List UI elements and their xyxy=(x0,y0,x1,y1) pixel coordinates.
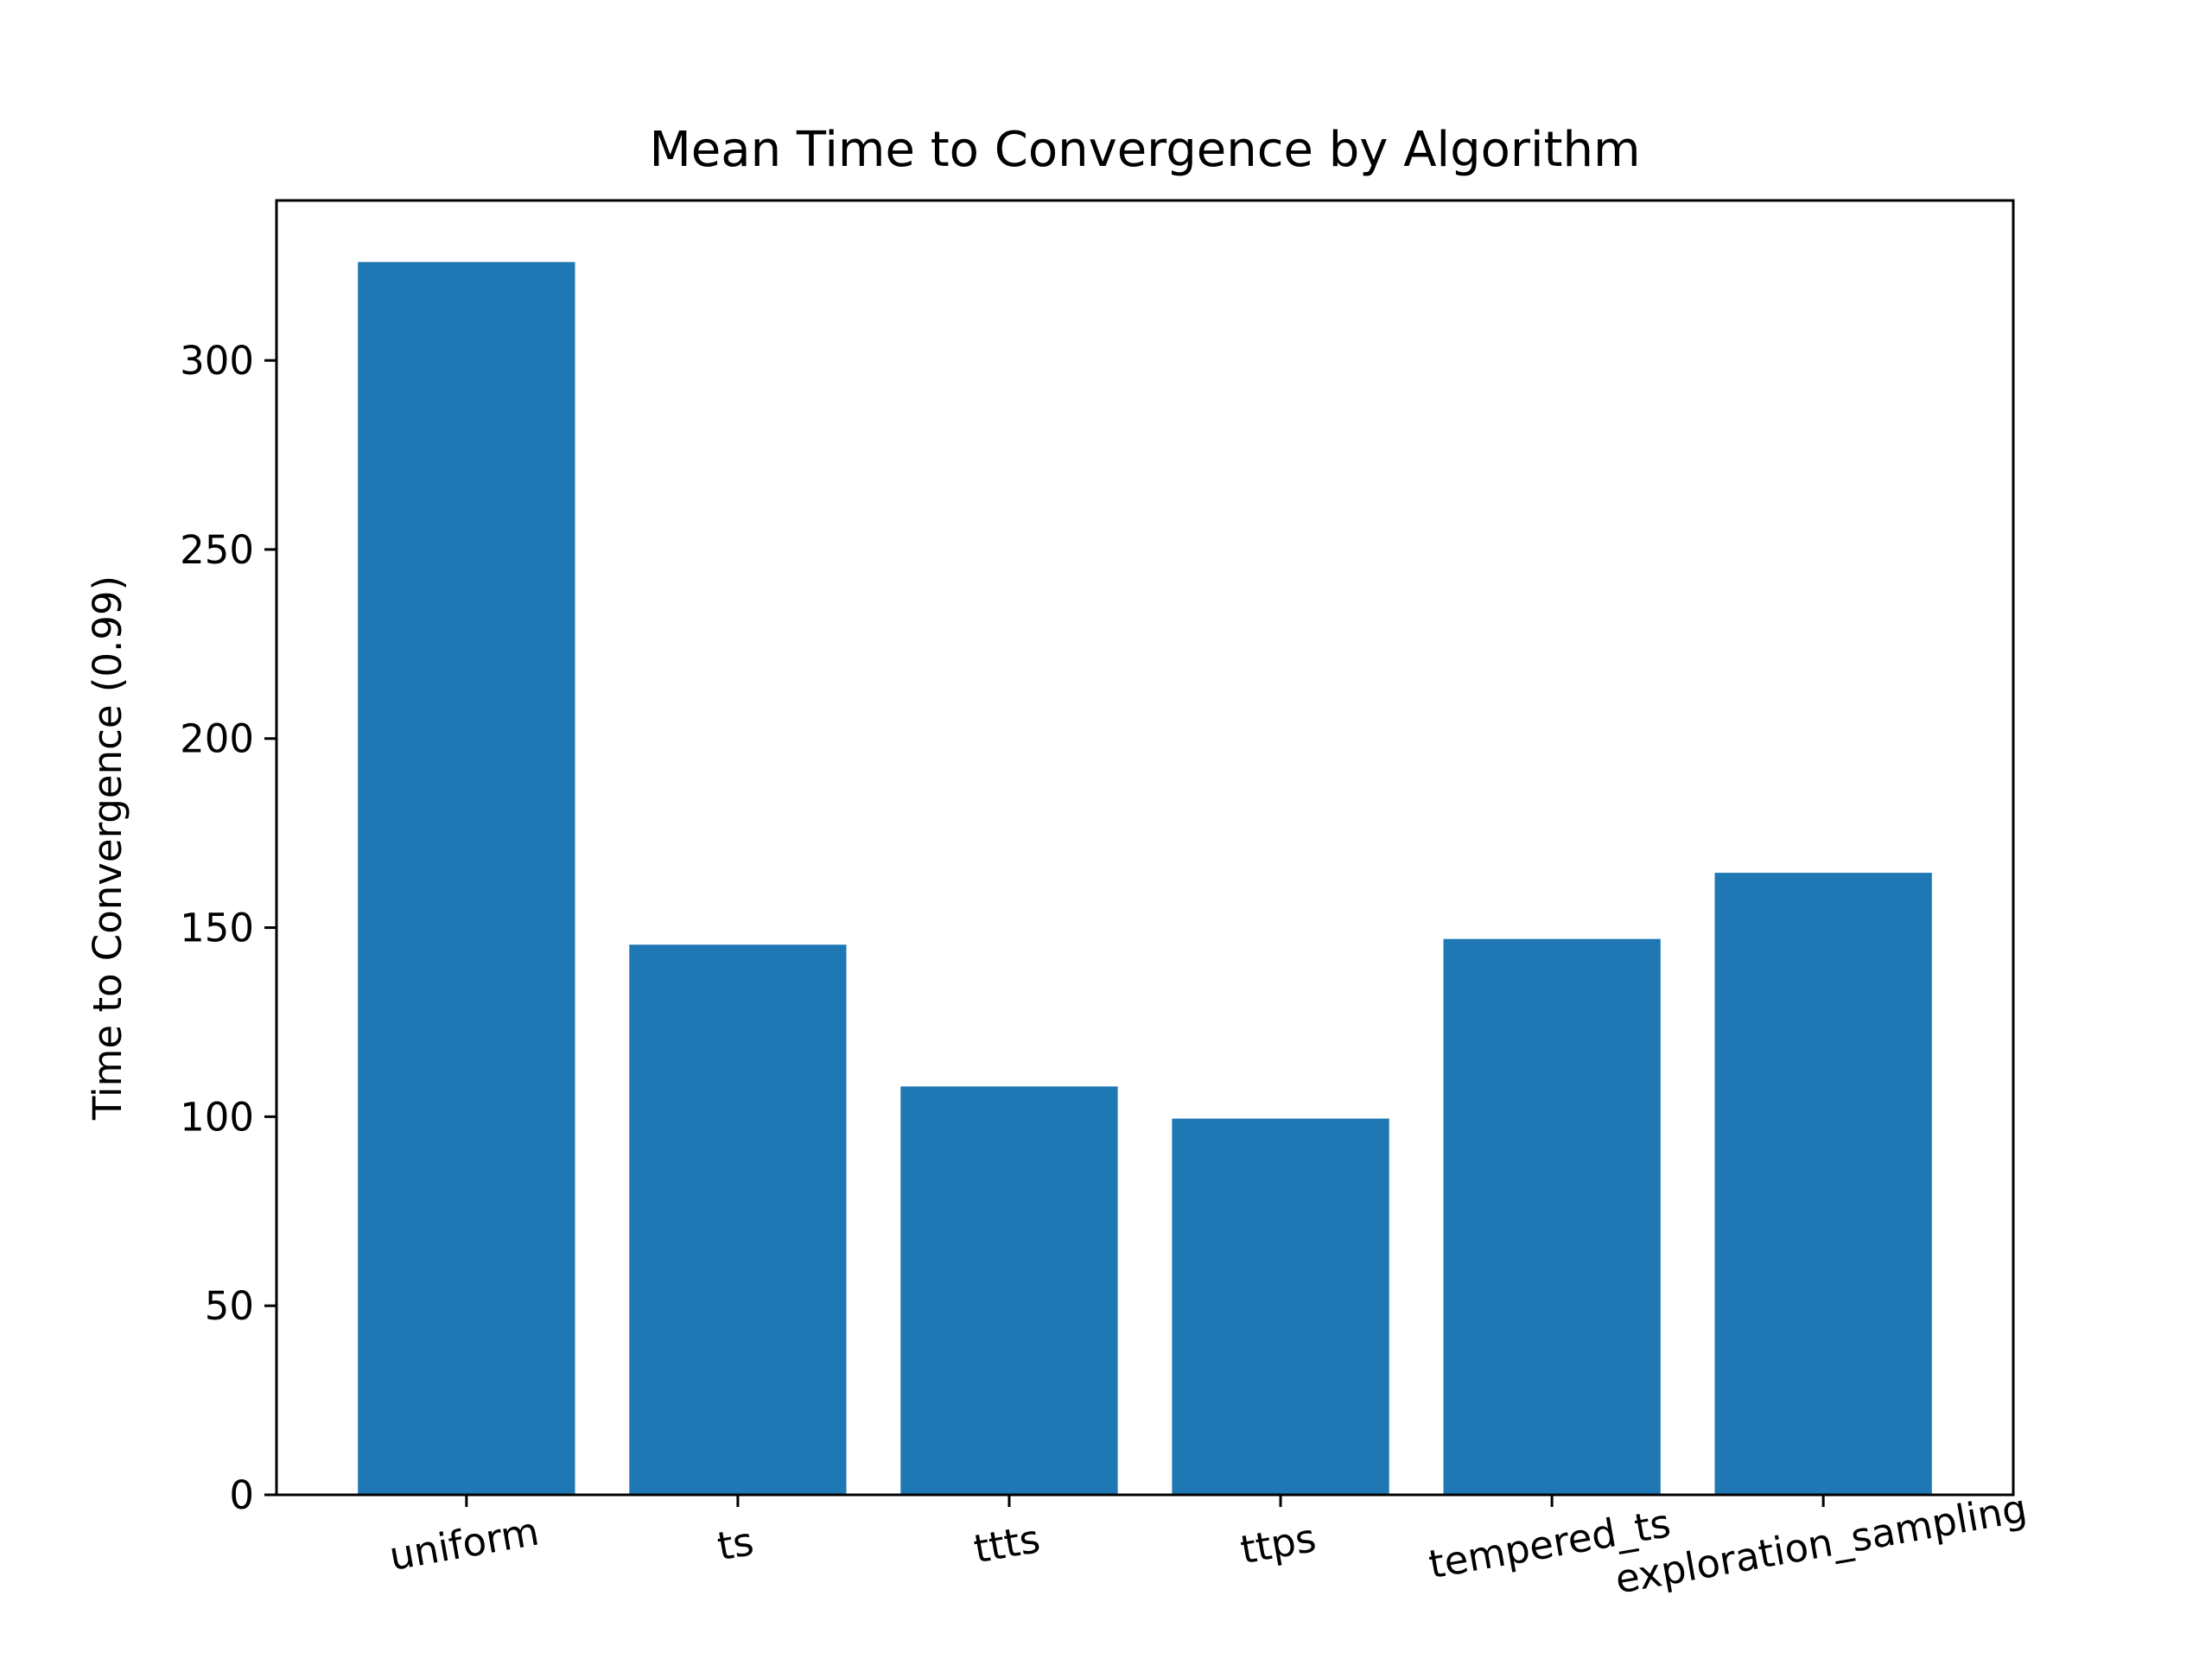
y-tick-label-200: 200 xyxy=(180,716,254,762)
bars-group xyxy=(358,262,1932,1495)
bar-ttts xyxy=(900,1086,1118,1495)
y-axis-label: Time to Convergence (0.99) xyxy=(85,575,130,1121)
y-tick-label-150: 150 xyxy=(180,906,254,951)
y-tick-label-0: 0 xyxy=(229,1472,254,1518)
y-tick-label-300: 300 xyxy=(180,338,254,384)
y-tick-label-50: 50 xyxy=(205,1283,254,1329)
y-axis: 0 50 100 150 200 250 300 xyxy=(180,338,276,1518)
y-tick-label-100: 100 xyxy=(180,1094,254,1140)
x-tick-label-ttts: ttts xyxy=(970,1516,1043,1572)
plot-frame xyxy=(275,199,2015,1497)
bar-exploration_sampling xyxy=(1714,873,1932,1495)
bar-uniform xyxy=(358,262,575,1495)
x-tick-label-ts: ts xyxy=(714,1518,757,1569)
chart-title: Mean Time to Convergence by Algorithm xyxy=(649,122,1640,178)
bar-tempered_ts xyxy=(1443,938,1661,1495)
y-tick-label-250: 250 xyxy=(180,527,254,573)
bar-ttps xyxy=(1172,1118,1389,1495)
bar-ts xyxy=(629,944,847,1495)
